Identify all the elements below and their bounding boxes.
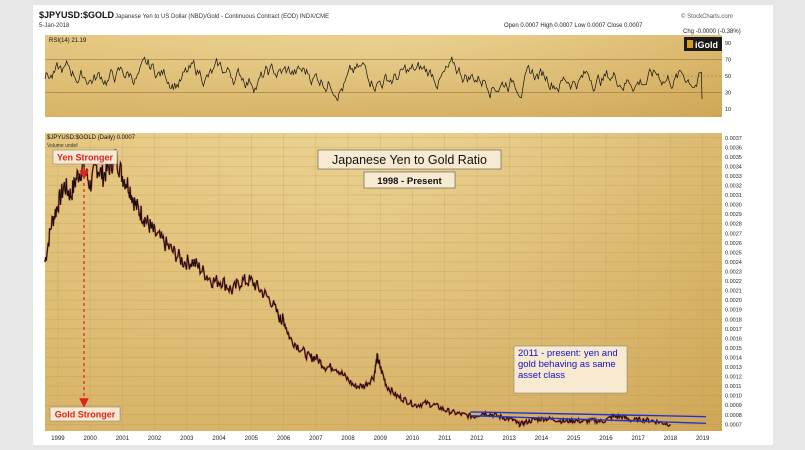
volume-label: Volume undef — [47, 143, 78, 149]
igold-logo-text: iGold — [695, 40, 718, 50]
y-tick-label: 0.0032 — [725, 184, 742, 190]
x-tick-label: 2004 — [212, 436, 226, 442]
note-container: 2011 - present: yen and gold behaving as… — [518, 348, 618, 381]
note-text: 2011 - present: yen and gold behaving as… — [518, 348, 618, 381]
rsi-tick-label: 30 — [725, 90, 731, 96]
y-tick-label: 0.0034 — [725, 164, 742, 170]
y-tick-label: 0.0024 — [725, 260, 742, 266]
rsi-tick-label: 50 — [725, 74, 731, 80]
x-tick-label: 2013 — [503, 436, 517, 442]
y-tick-label: 0.0007 — [725, 422, 742, 428]
x-tick-label: 2000 — [83, 436, 97, 442]
x-tick-label: 2003 — [180, 436, 194, 442]
rsi-tick-label: 70 — [725, 58, 731, 64]
ohlc-readout: Open 0.0007 High 0.0007 Low 0.0007 Close… — [504, 23, 643, 29]
x-tick-label: 2018 — [664, 436, 678, 442]
price-line — [44, 149, 671, 428]
price-y-axis: 0.0007 0.0008 0.0009 0.0010 0.0011 0.0012 0.00… — [725, 136, 742, 429]
y-tick-label: 0.0025 — [725, 250, 742, 256]
price-grid — [45, 133, 722, 431]
chart-date: 5-Jan-2018 — [39, 23, 70, 29]
x-tick-label: 2017 — [632, 436, 646, 442]
y-tick-label: 0.0016 — [725, 336, 742, 342]
y-tick-label: 0.0019 — [725, 308, 742, 314]
yen-stronger-label: Yen Stronger — [57, 153, 114, 163]
x-tick-label: 2011 — [438, 436, 452, 442]
trendline-upper — [470, 411, 706, 418]
chart-subtitle-box — [363, 171, 456, 189]
note-box — [513, 345, 628, 394]
change-readout: Chg -0.0000 (-0.38%) — [683, 29, 741, 35]
x-tick-label: 2006 — [277, 436, 291, 442]
rsi-tick-label: 10 — [725, 107, 731, 113]
igold-logo — [684, 37, 722, 51]
series-label: $JPYUSD:$GOLD (Daily) 0.0007 — [47, 135, 136, 141]
x-tick-label: 2009 — [374, 436, 388, 442]
chart-svg: $JPYUSD:$GOLD Japanese Yen to US Dollar … — [39, 10, 742, 442]
x-tick-label: 2010 — [406, 436, 420, 442]
y-tick-label: 0.0008 — [725, 413, 742, 419]
y-tick-label: 0.0035 — [725, 155, 742, 161]
y-tick-label: 0.0018 — [725, 317, 742, 323]
yen-stronger-box — [52, 149, 118, 165]
y-tick-label: 0.0012 — [725, 375, 742, 381]
y-tick-label: 0.0017 — [725, 327, 742, 333]
x-tick-label: 2012 — [470, 436, 484, 442]
y-tick-label: 0.0026 — [725, 241, 742, 247]
trendline-lower — [470, 415, 706, 425]
chart-frame: $JPYUSD:$GOLD Japanese Yen to US Dollar … — [33, 5, 773, 445]
x-tick-label: 2007 — [309, 436, 323, 442]
y-tick-label: 0.0013 — [725, 365, 742, 371]
y-tick-label: 0.0027 — [725, 231, 742, 237]
y-tick-label: 0.0015 — [725, 346, 742, 352]
rsi-grid — [45, 59, 722, 93]
rsi-panel-sheen — [45, 35, 722, 117]
x-tick-label: 2014 — [535, 436, 549, 442]
y-tick-label: 0.0023 — [725, 269, 742, 275]
x-tick-label: 2019 — [696, 436, 710, 442]
rsi-axis: 10 30 50 70 90 — [725, 41, 731, 113]
y-tick-label: 0.0021 — [725, 289, 742, 295]
series-description: Japanese Yen to US Dollar (NBD)/Gold - C… — [115, 14, 329, 20]
gold-stronger-label: Gold Stronger — [55, 410, 116, 420]
y-tick-label: 0.0009 — [725, 403, 742, 409]
chart-subtitle: 1998 - Present — [377, 176, 442, 187]
y-tick-label: 0.0020 — [725, 298, 742, 304]
x-tick-label: 1999 — [51, 436, 65, 442]
x-tick-label: 2005 — [245, 436, 259, 442]
gold-stronger-box — [49, 406, 121, 422]
rsi-line — [44, 56, 703, 102]
symbol-title: $JPYUSD:$GOLD — [39, 10, 115, 20]
y-tick-label: 0.0037 — [725, 136, 742, 142]
y-tick-label: 0.0030 — [725, 203, 742, 209]
rsi-tick-label: 90 — [725, 41, 731, 47]
y-tick-label: 0.0014 — [725, 355, 742, 361]
y-tick-label: 0.0022 — [725, 279, 742, 285]
y-tick-label: 0.0010 — [725, 394, 742, 400]
gold-bar-icon — [687, 40, 693, 48]
y-tick-label: 0.0029 — [725, 212, 742, 218]
x-tick-label: 2008 — [341, 436, 355, 442]
x-tick-label: 2001 — [116, 436, 130, 442]
chart-title-box — [317, 149, 502, 170]
y-tick-label: 0.0031 — [725, 193, 742, 199]
y-tick-label: 0.0028 — [725, 222, 742, 228]
y-tick-label: 0.0011 — [725, 384, 741, 390]
chart-title: Japanese Yen to Gold Ratio — [332, 153, 487, 167]
y-tick-label: 0.0033 — [725, 174, 742, 180]
y-tick-label: 0.0036 — [725, 145, 742, 151]
price-x-axis: 1999 2000 2001 2002 2003 2004 2005 2006 2007 2008… — [51, 436, 710, 442]
stockcharts-credit: © StockCharts.com — [681, 13, 733, 20]
rsi-label: RSI(14) 21.19 — [49, 38, 87, 44]
x-tick-label: 2015 — [567, 436, 581, 442]
x-tick-label: 2002 — [148, 436, 162, 442]
x-tick-label: 2016 — [599, 436, 613, 442]
